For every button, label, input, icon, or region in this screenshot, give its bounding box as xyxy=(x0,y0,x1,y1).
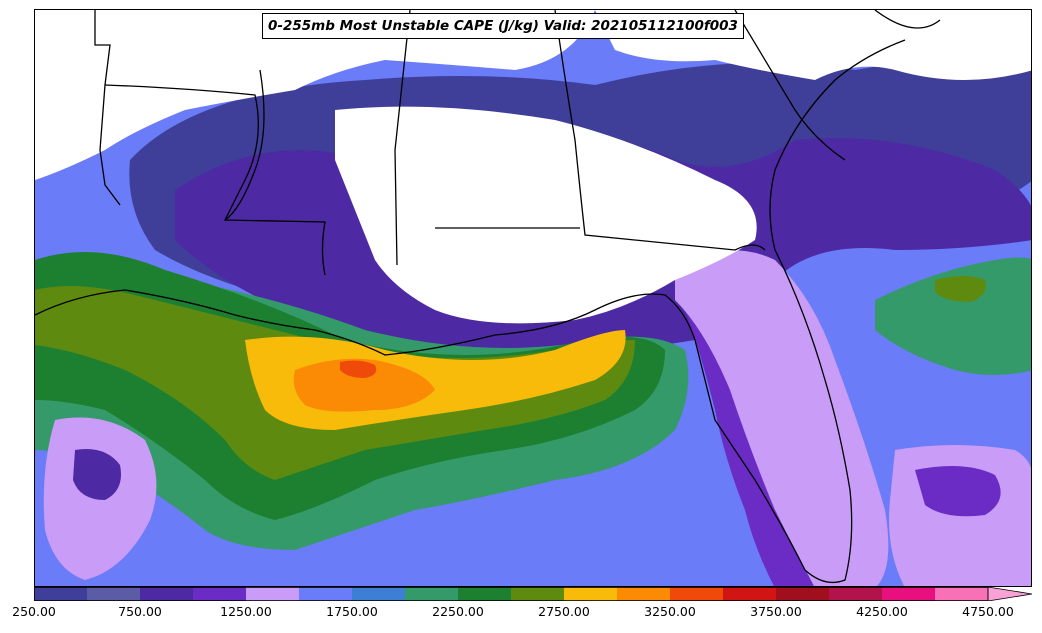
colorbar-swatch xyxy=(670,587,724,601)
state-border-2 xyxy=(104,84,326,276)
colorbar xyxy=(34,587,1032,601)
colorbar-tick-label: 2250.00 xyxy=(432,604,484,619)
cape-fill-750-sw xyxy=(73,449,121,500)
state-border-4 xyxy=(394,10,411,266)
state-border-5 xyxy=(554,10,766,251)
colorbar-swatch xyxy=(87,587,141,601)
colorbar-swatch xyxy=(352,587,406,601)
cape-fill-1000-se xyxy=(915,466,1001,517)
colorbar-swatch xyxy=(564,587,618,601)
gulf-coastline xyxy=(35,39,906,584)
colorbar-swatch xyxy=(299,587,353,601)
colorbar-tick-label: 2750.00 xyxy=(538,604,590,619)
colorbar-tick-label: 3750.00 xyxy=(750,604,802,619)
cape-fill-1250-fl xyxy=(675,250,889,586)
cape-field xyxy=(35,10,1031,586)
state-border-7 xyxy=(734,10,846,161)
colorbar-extend-arrow xyxy=(987,587,1032,601)
colorbar-swatch xyxy=(617,587,671,601)
cape-land-nw xyxy=(35,10,595,180)
cape-map xyxy=(34,9,1032,587)
colorbar-swatch xyxy=(935,587,989,601)
colorbar-tick-label: 250.00 xyxy=(12,604,56,619)
colorbar-swatch xyxy=(458,587,512,601)
cape-contours xyxy=(35,10,1031,586)
colorbar-swatch xyxy=(140,587,194,601)
colorbar-tick-label: 1250.00 xyxy=(220,604,272,619)
cape-fill-2500-atl xyxy=(935,276,986,302)
colorbar-tick-label: 750.00 xyxy=(118,604,162,619)
cape-fill-3250 xyxy=(340,360,377,378)
map-borders xyxy=(35,10,941,584)
map-title: 0-255mb Most Unstable CAPE (J/kg) Valid:… xyxy=(262,13,744,39)
state-border-8 xyxy=(874,10,941,29)
colorbar-swatch xyxy=(776,587,830,601)
colorbar-swatch xyxy=(405,587,459,601)
colorbar-swatch xyxy=(511,587,565,601)
colorbar-tick-label: 4750.00 xyxy=(962,604,1014,619)
colorbar-swatch xyxy=(246,587,300,601)
cape-land-central xyxy=(335,106,757,324)
colorbar-swatch xyxy=(193,587,247,601)
cape-fill-2000-atl xyxy=(875,257,1031,375)
colorbar-tick-label: 4250.00 xyxy=(856,604,908,619)
colorbar-tick-label: 3250.00 xyxy=(644,604,696,619)
colorbar-swatch xyxy=(34,587,88,601)
colorbar-swatch xyxy=(882,587,936,601)
colorbar-tick-label: 1750.00 xyxy=(326,604,378,619)
colorbar-swatch xyxy=(723,587,777,601)
state-border-3 xyxy=(224,69,265,221)
colorbar-swatch xyxy=(829,587,883,601)
cape-fill-3000 xyxy=(293,358,435,412)
colorbar-outline xyxy=(34,587,989,601)
